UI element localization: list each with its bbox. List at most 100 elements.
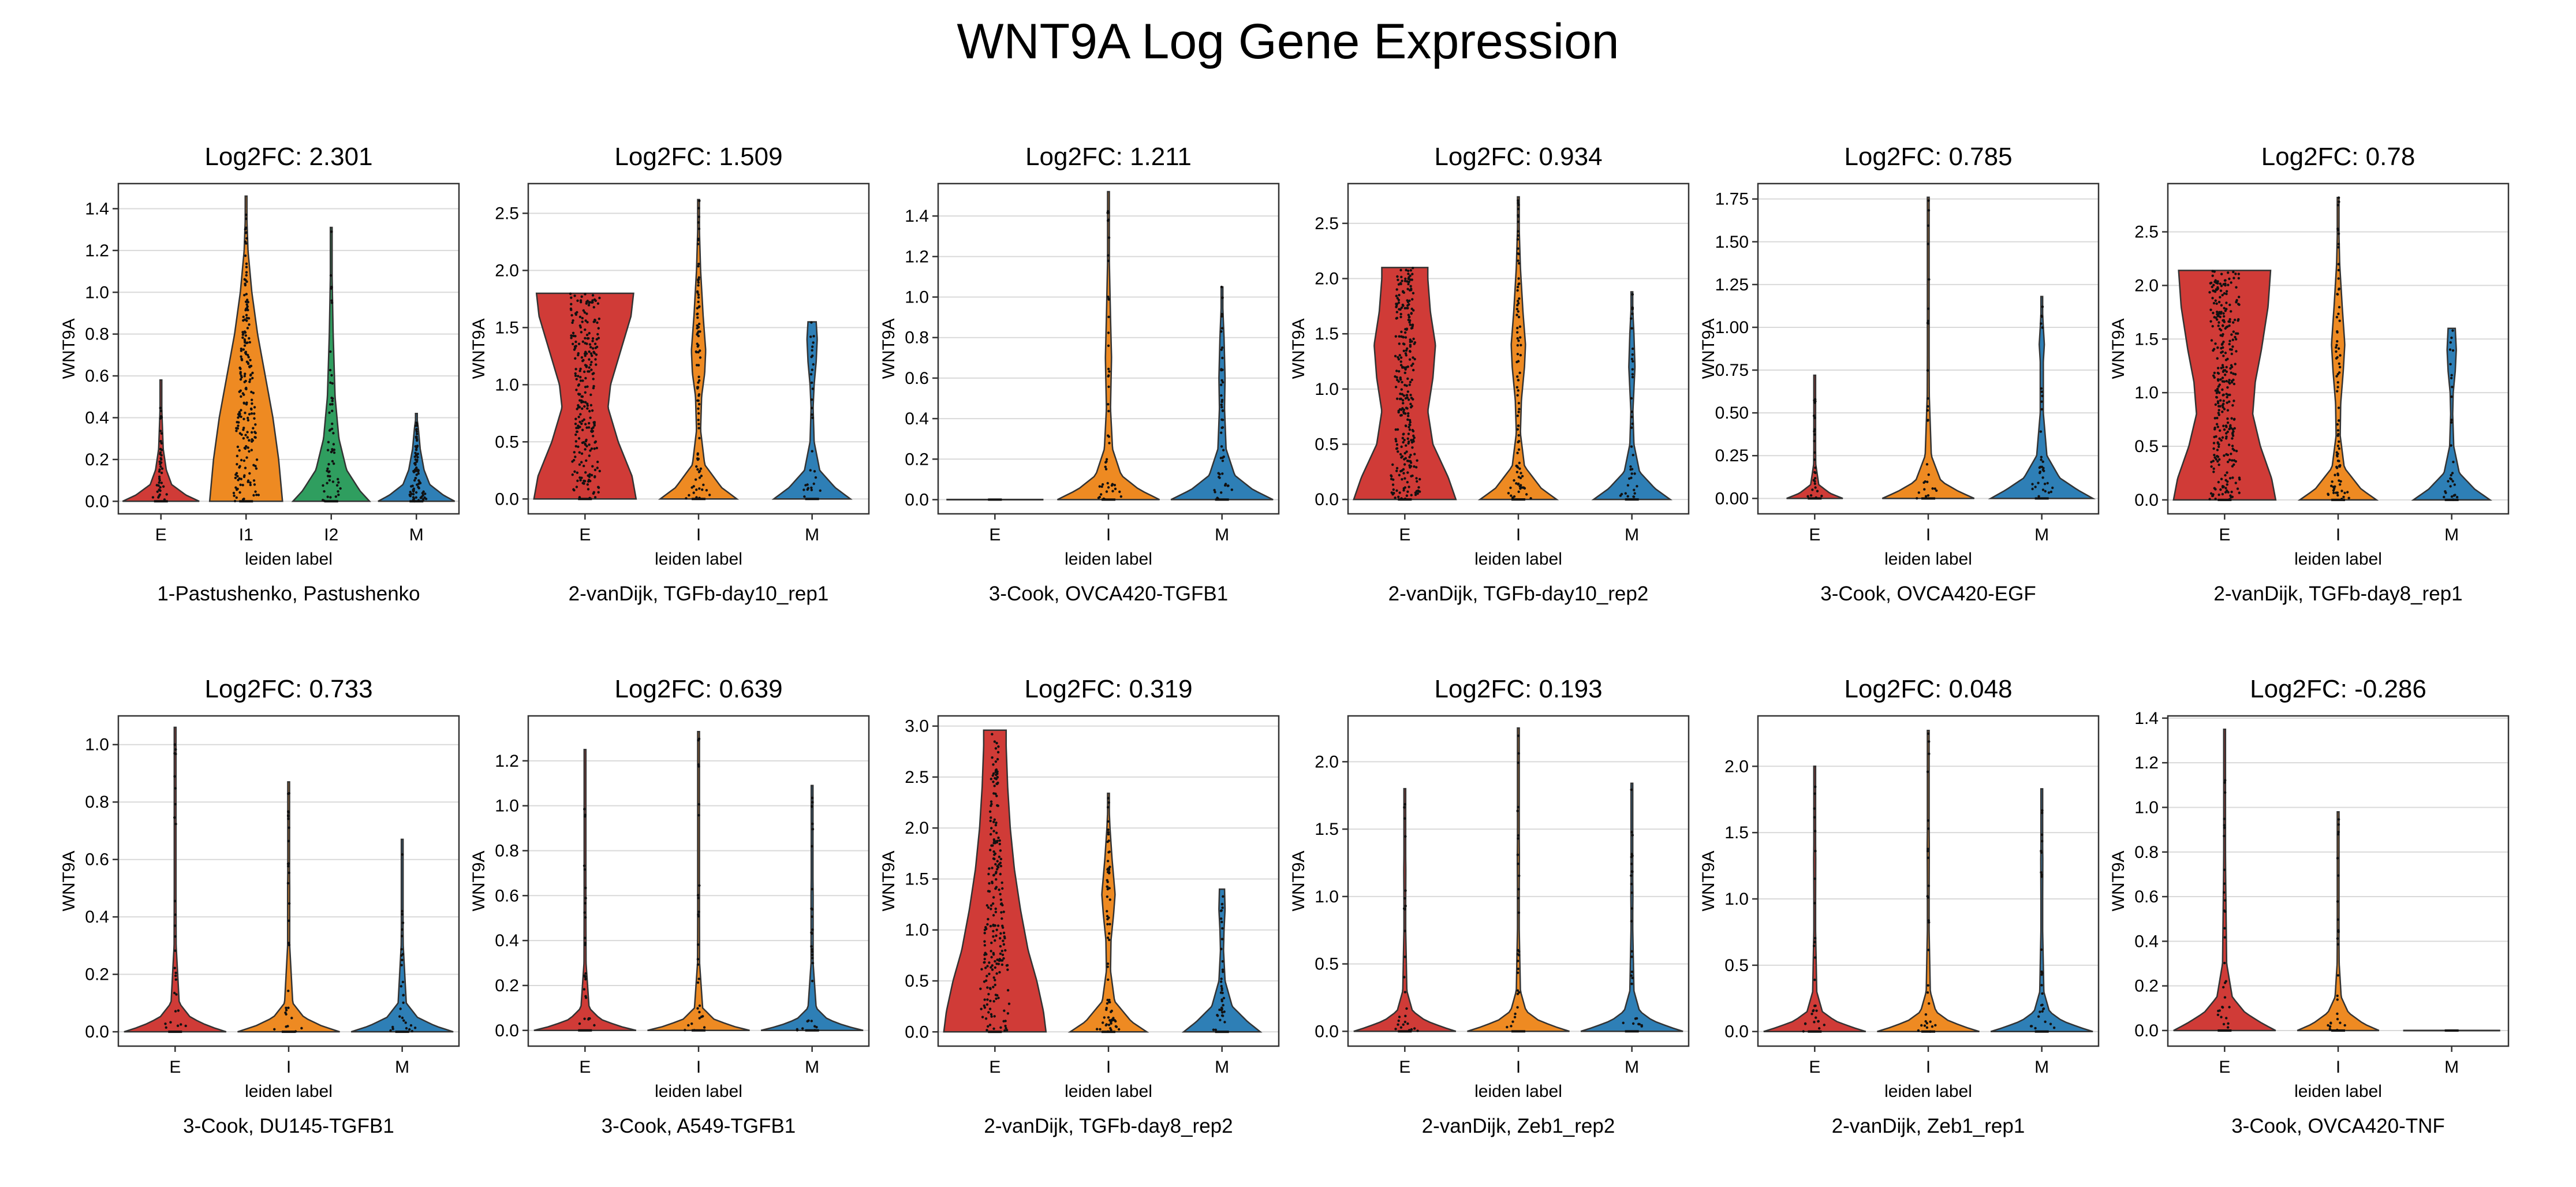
x-tick-label: I1	[239, 525, 253, 544]
violin-M	[1181, 888, 1263, 1033]
violin-M-points	[802, 321, 822, 498]
violin-E-points	[1390, 267, 1421, 501]
x-tick-label: M	[2034, 525, 2049, 544]
x-tick-label: E	[1399, 525, 1410, 544]
violin-E	[1763, 766, 1866, 1033]
x-axis-label: leiden label	[2294, 1082, 2382, 1101]
x-axis-label: leiden label	[245, 1082, 333, 1101]
violin-M-body	[1990, 788, 2093, 1032]
x-tick-label: I2	[324, 525, 338, 544]
violin-I	[658, 199, 740, 501]
violin-I-body	[1877, 730, 1980, 1032]
violin-I2-points	[322, 230, 342, 502]
x-axis-label: leiden label	[1884, 1082, 1972, 1101]
y-tick-label: 1.0	[905, 921, 929, 940]
x-axis-label: leiden label	[245, 550, 333, 569]
x-tick-label: E	[989, 1058, 1000, 1077]
y-tick-label: 0.6	[2134, 887, 2159, 906]
x-axis-label: leiden label	[1065, 550, 1152, 569]
violin-M	[1591, 291, 1672, 501]
violin-I-points	[1095, 797, 1121, 1033]
subplot-title: Log2FC: 2.301	[204, 143, 372, 171]
x-axis-label: leiden label	[655, 1082, 742, 1101]
violin-E	[1353, 267, 1457, 501]
y-tick-label: 1.0	[495, 375, 519, 394]
violin-I-body	[1467, 727, 1570, 1032]
x-tick-label: I	[2336, 525, 2340, 544]
violin-I-body	[1067, 792, 1149, 1033]
y-tick-label: 1.0	[1315, 380, 1339, 399]
violin-M-points	[1622, 788, 1643, 1028]
y-tick-label: 2.5	[495, 204, 519, 223]
violin-M-points	[2029, 809, 2056, 1030]
violin-I	[2297, 196, 2379, 501]
subplot-dataset-label: 3-Cook, OVCA420-TGFB1	[989, 583, 1228, 605]
violin-I	[1067, 792, 1149, 1033]
y-tick-label: 2.0	[1315, 270, 1339, 289]
violin-E-body	[943, 729, 1047, 1033]
subplot-title: Log2FC: 0.785	[1844, 143, 2012, 171]
y-tick-label: 1.2	[85, 241, 109, 260]
x-tick-label: M	[1215, 1058, 1229, 1077]
subplot-title: Log2FC: 0.048	[1844, 675, 2012, 703]
x-axis-label: leiden label	[1474, 1082, 1562, 1101]
violin-I-points	[684, 737, 706, 1032]
x-tick-label: I	[2336, 1058, 2340, 1077]
y-tick-label: 0.8	[85, 793, 109, 812]
violin-I-points	[685, 199, 711, 500]
violin-I-body	[237, 781, 340, 1033]
y-tick-label: 0.0	[1315, 490, 1339, 509]
y-tick-label: 1.4	[2134, 709, 2159, 728]
violin-I-points	[1917, 732, 1937, 1033]
y-tick-label: 2.0	[495, 261, 519, 280]
subplot-dataset-label: 2-vanDijk, Zeb1_rep2	[1422, 1115, 1615, 1137]
y-tick-label: 0.0	[495, 1021, 519, 1040]
y-tick-label: 1.4	[905, 207, 929, 226]
violin-I	[1477, 196, 1559, 501]
y-tick-label: 1.0	[85, 283, 109, 302]
y-tick-label: 1.0	[495, 797, 519, 816]
violin-I-points	[273, 792, 303, 1033]
y-tick-label: 0.5	[1724, 956, 1749, 975]
x-axis-label: leiden label	[1065, 1082, 1152, 1101]
y-tick-label: 0.50	[1715, 404, 1749, 423]
x-tick-label: I	[286, 1058, 291, 1077]
y-tick-label: 0.75	[1715, 361, 1749, 380]
x-tick-label: I	[696, 1058, 701, 1077]
violin-E	[1786, 374, 1843, 500]
violin-E-points	[2208, 270, 2241, 501]
violin-I-points	[1506, 734, 1521, 1029]
violin-I	[237, 781, 340, 1033]
subplot-dataset-label: 2-vanDijk, TGFb-day10_rep1	[569, 583, 829, 605]
violin-M-body	[2411, 327, 2493, 501]
violin-M	[760, 785, 864, 1032]
violin-E-body	[124, 726, 227, 1033]
x-tick-label: E	[1399, 1058, 1410, 1077]
y-axis-label: WNT9A	[469, 319, 488, 379]
violin-E-body	[2173, 728, 2276, 1032]
x-axis-label: leiden label	[1884, 550, 1972, 569]
subplot-dataset-label: 3-Cook, DU145-TGFB1	[183, 1115, 394, 1137]
y-tick-label: 1.0	[1724, 890, 1749, 909]
subplot-dataset-label: 1-Pastushenko, Pastushenko	[157, 583, 420, 605]
y-tick-label: 1.2	[905, 247, 929, 266]
y-axis-label: WNT9A	[879, 319, 898, 379]
x-tick-label: M	[805, 1058, 819, 1077]
violin-E-body	[533, 292, 637, 500]
y-tick-label: 1.4	[85, 199, 109, 218]
y-tick-label: 0.2	[2134, 977, 2159, 996]
violin-I	[2297, 811, 2380, 1032]
y-axis-label: WNT9A	[879, 851, 898, 912]
y-tick-label: 1.0	[2134, 383, 2159, 402]
y-tick-label: 1.0	[85, 736, 109, 755]
violin-I-points	[2327, 818, 2346, 1032]
y-axis-label: WNT9A	[59, 851, 79, 912]
violin-I	[1056, 191, 1160, 501]
violin-M	[378, 412, 456, 503]
violin-M	[350, 838, 454, 1033]
y-tick-label: 2.0	[905, 819, 929, 838]
